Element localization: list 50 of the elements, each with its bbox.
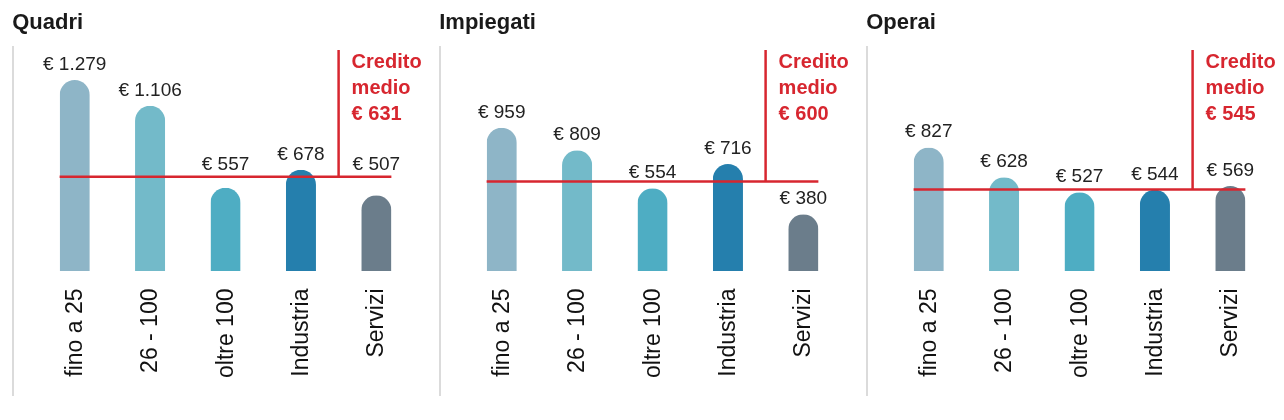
x-tick-label: fino a 25 — [60, 288, 87, 377]
data-label: € 809 — [553, 123, 601, 145]
x-tick-label: Industria — [713, 288, 740, 377]
x-tick-label: 26 - 100 — [990, 288, 1017, 373]
x-tick-label: Servizi — [1216, 288, 1243, 358]
x-tick-label: Servizi — [789, 288, 816, 358]
data-label: € 1.106 — [118, 78, 182, 100]
data-label: € 507 — [352, 152, 401, 174]
x-tick-label: fino a 25 — [487, 288, 514, 377]
data-label: € 569 — [1206, 159, 1255, 181]
bar — [486, 127, 517, 271]
bar — [135, 105, 166, 271]
data-label: € 827 — [904, 120, 953, 142]
bar — [788, 214, 819, 271]
data-label: € 527 — [1055, 165, 1104, 187]
bar — [562, 150, 593, 271]
x-tick-label: 26 - 100 — [563, 288, 590, 373]
chart-title: Impiegati — [439, 9, 536, 35]
data-label: € 628 — [980, 150, 1028, 172]
x-tick-label: oltre 100 — [211, 288, 238, 379]
x-tick-label: Industria — [286, 288, 313, 377]
bar — [712, 164, 743, 271]
bar — [1215, 186, 1246, 271]
ref-line-label: Credito medio € 545 — [1205, 50, 1276, 124]
bar — [361, 195, 392, 271]
bar — [59, 80, 90, 271]
x-tick-label: fino a 25 — [914, 288, 941, 377]
bar — [1139, 189, 1170, 271]
data-label: € 380 — [779, 187, 828, 209]
x-tick-label: Industria — [1140, 288, 1167, 377]
ref-line-label: Credito medio € 600 — [778, 50, 849, 124]
data-label: € 678 — [277, 142, 325, 164]
ref-line-label: Credito medio € 631 — [351, 50, 422, 124]
data-label: € 716 — [704, 137, 752, 159]
data-label: € 959 — [477, 100, 526, 122]
chart-title: Quadri — [12, 9, 84, 35]
x-tick-label: oltre 100 — [638, 288, 665, 379]
data-label: € 557 — [201, 152, 250, 174]
bar — [285, 169, 316, 271]
bar — [1064, 192, 1095, 271]
data-label: € 1.279 — [43, 53, 107, 74]
x-tick-label: Servizi — [362, 288, 389, 358]
bar — [210, 187, 241, 271]
chart-title: Operai — [866, 9, 936, 35]
x-tick-label: oltre 100 — [1065, 288, 1092, 379]
data-label: € 554 — [628, 161, 677, 183]
bar — [637, 188, 668, 271]
bar — [913, 147, 944, 271]
x-tick-label: 26 - 100 — [136, 288, 163, 373]
data-label: € 544 — [1131, 162, 1180, 184]
